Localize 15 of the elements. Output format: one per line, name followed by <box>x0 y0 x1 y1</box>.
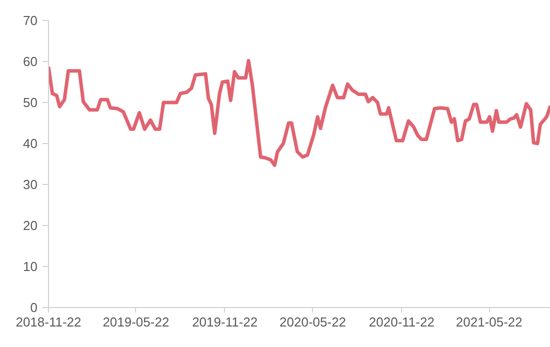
y-tick-label: 40 <box>23 136 38 151</box>
y-tick-label: 20 <box>23 218 38 233</box>
y-tick-label: 70 <box>23 13 38 28</box>
x-tick-label: 2020-11-22 <box>368 314 434 330</box>
y-tick-label: 60 <box>23 54 38 69</box>
x-tick-label: 2019-05-22 <box>102 314 170 330</box>
y-tick-label: 30 <box>23 177 38 192</box>
y-tick-label: 50 <box>23 95 38 110</box>
x-tick-label: 2021-05-22 <box>456 314 522 330</box>
line-series <box>48 58 550 167</box>
y-tick-label: 10 <box>23 259 38 274</box>
x-tick-label: 2020-05-22 <box>280 314 346 330</box>
y-tick-label: 0 <box>30 300 38 315</box>
x-tick-label: 2018-11-22 <box>16 314 82 330</box>
x-tick-label: 2019-11-22 <box>192 314 258 330</box>
